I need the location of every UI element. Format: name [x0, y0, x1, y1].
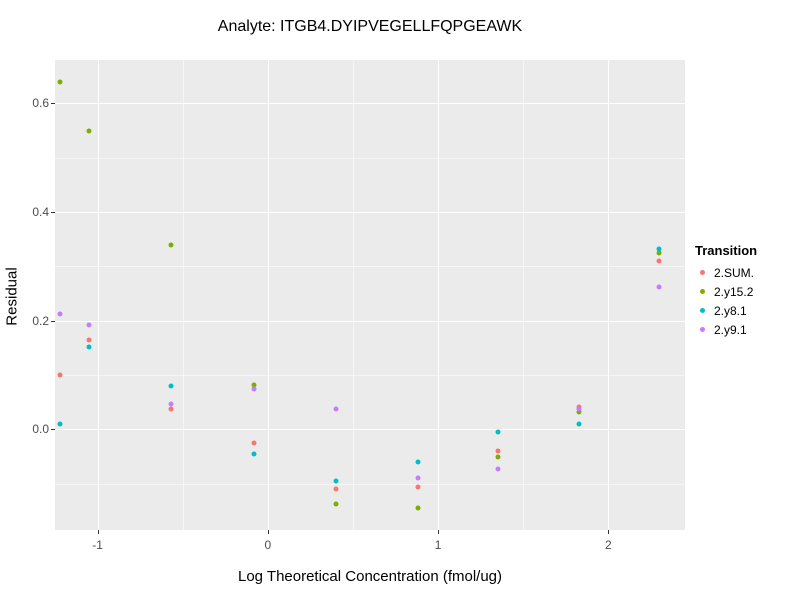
gridline-major — [267, 60, 269, 530]
x-axis-tick — [438, 530, 440, 534]
data-point — [576, 421, 582, 426]
legend-key — [695, 322, 710, 337]
y-tick-label: 0.4 — [32, 205, 49, 220]
data-point — [415, 475, 421, 481]
legend-key-dot — [700, 270, 705, 275]
data-point — [415, 505, 421, 511]
legend-key-dot — [700, 327, 705, 332]
y-tick-label: 0.2 — [32, 313, 49, 328]
data-point — [333, 486, 339, 492]
data-point — [333, 478, 339, 484]
legend: Transition 2.SUM. 2.y15.2 2.y8.1 2.y9.1 — [695, 243, 757, 339]
legend-item: 2.y8.1 — [695, 301, 757, 320]
data-point — [333, 406, 339, 412]
data-point — [86, 128, 92, 134]
legend-item: 2.SUM. — [695, 263, 757, 282]
gridline-minor — [352, 60, 354, 530]
data-point — [576, 409, 582, 415]
legend-item: 2.y15.2 — [695, 282, 757, 301]
gridline-major — [55, 429, 685, 431]
data-point — [415, 484, 421, 490]
y-axis-tick — [51, 429, 55, 431]
data-point — [168, 242, 174, 248]
data-point — [656, 250, 662, 256]
x-axis-label: Log Theoretical Concentration (fmol/ug) — [237, 568, 503, 585]
legend-key — [695, 265, 710, 280]
data-point — [656, 284, 662, 290]
data-point — [57, 79, 63, 85]
chart-title: Analyte: ITGB4.DYIPVEGELLFQPGEAWK — [217, 18, 523, 35]
gridline-major — [55, 103, 685, 105]
data-point — [251, 386, 257, 392]
x-tick-label: 1 — [434, 538, 442, 552]
y-axis-tick — [51, 212, 55, 214]
gridline-major — [55, 212, 685, 214]
gridline-major — [55, 320, 685, 322]
data-point — [168, 383, 174, 389]
plot-panel — [55, 60, 685, 530]
data-point — [415, 459, 421, 465]
data-point — [576, 406, 582, 412]
data-point — [57, 372, 63, 378]
legend-item: 2.y9.1 — [695, 320, 757, 339]
gridline-minor — [55, 266, 685, 268]
data-point — [168, 406, 174, 412]
x-tick-label: 0 — [264, 538, 272, 552]
legend-key — [695, 303, 710, 318]
x-axis-tick — [267, 530, 269, 534]
legend-item-label: 2.y9.1 — [714, 322, 747, 337]
data-point — [57, 421, 63, 427]
legend-key — [695, 284, 710, 299]
y-axis-tick — [51, 320, 55, 322]
data-point — [251, 382, 257, 388]
data-point — [168, 401, 174, 407]
data-point — [656, 246, 662, 252]
data-point — [495, 454, 501, 460]
gridline-minor — [55, 483, 685, 485]
legend-item-label: 2.y8.1 — [714, 303, 747, 318]
data-point — [333, 501, 339, 507]
gridline-minor — [55, 157, 685, 159]
data-point — [495, 448, 501, 454]
data-point — [86, 344, 92, 350]
data-point — [495, 429, 501, 435]
gridline-minor — [523, 60, 525, 530]
gridline-minor — [55, 375, 685, 377]
x-axis-tick — [97, 530, 99, 534]
legend-item-label: 2.y15.2 — [714, 284, 754, 299]
data-point — [495, 466, 501, 472]
y-tick-label: 0.6 — [32, 96, 49, 111]
data-point — [86, 337, 92, 343]
legend-title: Transition — [695, 243, 758, 258]
y-tick-label: 0.0 — [32, 422, 49, 437]
gridline-major — [438, 60, 440, 530]
x-tick-label: -1 — [92, 538, 103, 552]
data-point — [251, 451, 257, 457]
data-point — [251, 440, 257, 446]
gridline-minor — [182, 60, 184, 530]
legend-items: 2.SUM. 2.y15.2 2.y8.1 2.y9.1 — [695, 263, 757, 339]
gridline-major — [608, 60, 610, 530]
data-point — [57, 311, 63, 317]
legend-key-dot — [700, 308, 705, 313]
y-axis-tick — [51, 103, 55, 105]
legend-key-dot — [700, 289, 705, 294]
x-tick-label: 2 — [605, 538, 612, 552]
legend-item-label: 2.SUM. — [714, 265, 755, 280]
y-axis-label: Residual — [3, 267, 21, 326]
data-point — [86, 322, 92, 328]
data-point — [656, 258, 662, 264]
x-axis-tick — [608, 530, 610, 534]
gridline-major — [97, 60, 99, 530]
